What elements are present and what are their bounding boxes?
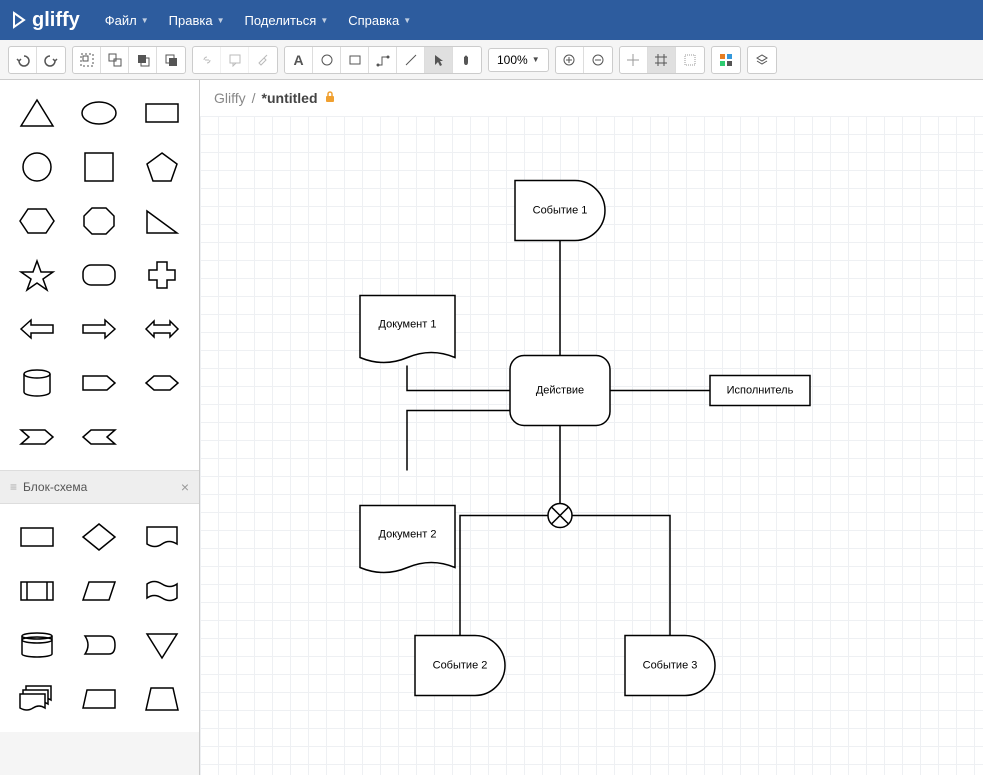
undo-button[interactable] (9, 47, 37, 73)
app-header: gliffy Файл▼ Правка▼ Поделиться▼ Справка… (0, 0, 983, 40)
content-area: Gliffy / *untitled Событие 1 Документ 1 Де… (200, 80, 983, 775)
text-tool-button[interactable]: A (285, 47, 313, 73)
shapes-sidebar: ≡ Блок-схема × (0, 80, 200, 775)
main-area: ≡ Блок-схема × Gliffy / *untitled (0, 80, 983, 775)
diagram-canvas[interactable]: Событие 1 Документ 1 Действие Исполнитель До… (200, 116, 983, 775)
svg-text:Документ 2: Документ 2 (379, 528, 437, 540)
breadcrumb-root[interactable]: Gliffy (214, 90, 246, 106)
shape-tag-right[interactable] (72, 360, 126, 406)
shape-arrow-left[interactable] (10, 306, 64, 352)
logo-text: gliffy (32, 9, 80, 32)
connector-tool-button[interactable] (369, 47, 397, 73)
shape-fc-merge[interactable] (135, 622, 189, 668)
shape-fc-diamond[interactable] (72, 514, 126, 560)
link-button[interactable] (193, 47, 221, 73)
shape-star[interactable] (10, 252, 64, 298)
shape-right-triangle[interactable] (135, 198, 189, 244)
svg-text:Событие 1: Событие 1 (533, 204, 588, 216)
shape-arrow-right[interactable] (72, 306, 126, 352)
basic-shapes-grid (0, 80, 199, 470)
shape-fc-multidoc[interactable] (10, 676, 64, 722)
ellipse-tool-button[interactable] (313, 47, 341, 73)
shape-fc-trapezoid[interactable] (135, 676, 189, 722)
menu-edit[interactable]: Правка▼ (169, 13, 225, 28)
shape-rect[interactable] (135, 90, 189, 136)
comment-button[interactable] (221, 47, 249, 73)
shape-plus[interactable] (135, 252, 189, 298)
shape-tag-both[interactable] (135, 360, 189, 406)
shape-fc-display[interactable] (72, 622, 126, 668)
zoom-selector[interactable]: 100% ▼ (488, 48, 549, 72)
shape-triangle[interactable] (10, 90, 64, 136)
menu-file[interactable]: Файл▼ (105, 13, 149, 28)
svg-text:Событие 2: Событие 2 (433, 659, 488, 671)
drag-handle-icon: ≡ (10, 480, 17, 494)
section-close-icon[interactable]: × (181, 479, 189, 495)
shape-fc-manualop[interactable] (72, 676, 126, 722)
shape-pentagon[interactable] (135, 144, 189, 190)
main-menu: Файл▼ Правка▼ Поделиться▼ Справка▼ (105, 13, 411, 28)
toolbar: A 100% ▼ (0, 40, 983, 80)
redo-button[interactable] (37, 47, 65, 73)
ungroup-button[interactable] (101, 47, 129, 73)
lock-icon (324, 90, 336, 106)
zoom-out-button[interactable] (584, 47, 612, 73)
shape-ellipse[interactable] (72, 90, 126, 136)
zoom-in-button[interactable] (556, 47, 584, 73)
rect-tool-button[interactable] (341, 47, 369, 73)
bring-front-button[interactable] (129, 47, 157, 73)
send-back-button[interactable] (157, 47, 185, 73)
menu-help[interactable]: Справка▼ (348, 13, 411, 28)
zoom-value: 100% (497, 53, 528, 67)
layers-button[interactable] (748, 47, 776, 73)
chevron-down-icon: ▼ (532, 55, 540, 64)
app-logo[interactable]: gliffy (10, 9, 80, 32)
shape-arrow-both[interactable] (135, 306, 189, 352)
shape-fc-wave[interactable] (135, 568, 189, 614)
svg-text:Действие: Действие (536, 384, 584, 396)
breadcrumb: Gliffy / *untitled (200, 80, 983, 116)
shape-chevron-left[interactable] (72, 414, 126, 460)
diagram-svg: Событие 1 Документ 1 Действие Исполнитель До… (200, 116, 983, 775)
shape-chevron[interactable] (10, 414, 64, 460)
shape-fc-predefined[interactable] (10, 568, 64, 614)
shape-circle[interactable] (10, 144, 64, 190)
shape-roundrect[interactable] (72, 252, 126, 298)
flowchart-shapes-grid (0, 504, 199, 732)
menu-share[interactable]: Поделиться▼ (245, 13, 329, 28)
guides-button[interactable] (676, 47, 704, 73)
svg-text:Событие 3: Событие 3 (643, 659, 698, 671)
format-painter-button[interactable] (249, 47, 277, 73)
snap-button[interactable] (620, 47, 648, 73)
breadcrumb-sep: / (252, 90, 256, 106)
grid-button[interactable] (648, 47, 676, 73)
line-tool-button[interactable] (397, 47, 425, 73)
pointer-tool-button[interactable] (425, 47, 453, 73)
flowchart-section-header[interactable]: ≡ Блок-схема × (0, 470, 199, 504)
svg-text:Документ 1: Документ 1 (379, 318, 437, 330)
shape-cylinder[interactable] (10, 360, 64, 406)
shape-hexagon[interactable] (10, 198, 64, 244)
shape-fc-disk[interactable] (10, 622, 64, 668)
section-title: Блок-схема (23, 480, 87, 494)
shape-octagon[interactable] (72, 198, 126, 244)
group-button[interactable] (73, 47, 101, 73)
theme-button[interactable] (712, 47, 740, 73)
shape-square[interactable] (72, 144, 126, 190)
document-name: *untitled (262, 90, 318, 106)
hand-tool-button[interactable] (453, 47, 481, 73)
shape-fc-parallelogram[interactable] (72, 568, 126, 614)
shape-fc-rect[interactable] (10, 514, 64, 560)
svg-text:Исполнитель: Исполнитель (727, 384, 794, 396)
shape-fc-document[interactable] (135, 514, 189, 560)
